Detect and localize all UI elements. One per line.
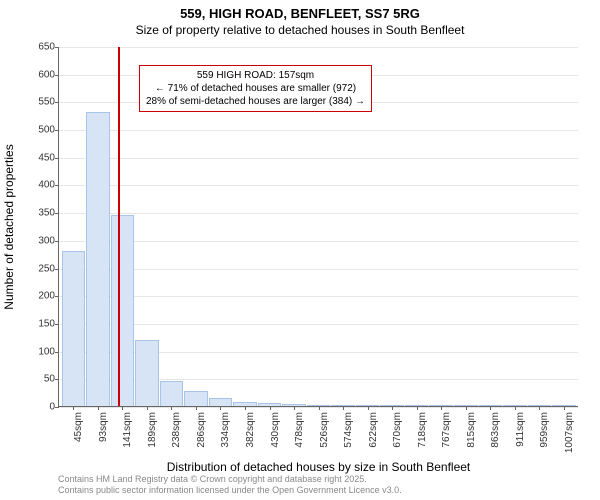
xtick-label: 430sqm: [270, 376, 281, 412]
xtick-label: 718sqm: [417, 376, 428, 412]
xtick-label: 815sqm: [466, 376, 477, 412]
xtick-label: 93sqm: [98, 382, 109, 412]
xtick-label: 959sqm: [539, 376, 550, 412]
xtick-label: 1007sqm: [564, 371, 575, 412]
annotation-line-1: 559 HIGH ROAD: 157sqm: [146, 69, 365, 82]
ytick-label: 550: [15, 97, 55, 108]
ytick-label: 100: [15, 346, 55, 357]
ytick-label: 500: [15, 125, 55, 136]
annotation-box: 559 HIGH ROAD: 157sqm ← 71% of detached …: [139, 65, 372, 112]
histogram-bar: [86, 112, 110, 406]
xtick-label: 334sqm: [220, 376, 231, 412]
footer-line-2: Contains public sector information licen…: [58, 485, 402, 496]
annotation-line-2: ← 71% of detached houses are smaller (97…: [146, 82, 365, 95]
xtick-label: 478sqm: [294, 376, 305, 412]
xtick-label: 189sqm: [147, 376, 158, 412]
xtick-label: 670sqm: [392, 376, 403, 412]
ytick-label: 450: [15, 152, 55, 163]
ytick-label: 0: [15, 402, 55, 413]
ytick-mark: [55, 407, 59, 408]
xtick-label: 286sqm: [196, 376, 207, 412]
xtick-label: 767sqm: [441, 376, 452, 412]
xtick-label: 141sqm: [122, 376, 133, 412]
chart-plot-area: Number of detached properties 0501001502…: [58, 47, 578, 407]
xtick-label: 574sqm: [343, 376, 354, 412]
x-axis-label: Distribution of detached houses by size …: [167, 460, 471, 474]
xtick-label: 863sqm: [490, 376, 501, 412]
ytick-label: 350: [15, 208, 55, 219]
xtick-label: 911sqm: [515, 377, 526, 412]
xtick-label: 622sqm: [368, 376, 379, 412]
chart-title-sub: Size of property relative to detached ho…: [0, 21, 600, 41]
ytick-label: 250: [15, 263, 55, 274]
chart-title-main: 559, HIGH ROAD, BENFLEET, SS7 5RG: [0, 0, 600, 21]
xtick-label: 45sqm: [73, 382, 84, 412]
xtick-label: 382sqm: [245, 376, 256, 412]
footer-attribution: Contains HM Land Registry data © Crown c…: [58, 474, 402, 496]
ytick-label: 600: [15, 69, 55, 80]
ytick-label: 400: [15, 180, 55, 191]
ytick-label: 300: [15, 235, 55, 246]
xtick-label: 526sqm: [319, 376, 330, 412]
ytick-label: 150: [15, 318, 55, 329]
ytick-label: 50: [15, 374, 55, 385]
ytick-label: 200: [15, 291, 55, 302]
y-axis-label: Number of detached properties: [2, 144, 16, 309]
xtick-label: 238sqm: [171, 376, 182, 412]
reference-vline: [118, 47, 120, 406]
ytick-label: 650: [15, 42, 55, 53]
footer-line-1: Contains HM Land Registry data © Crown c…: [58, 474, 402, 485]
annotation-line-3: 28% of semi-detached houses are larger (…: [146, 95, 365, 108]
